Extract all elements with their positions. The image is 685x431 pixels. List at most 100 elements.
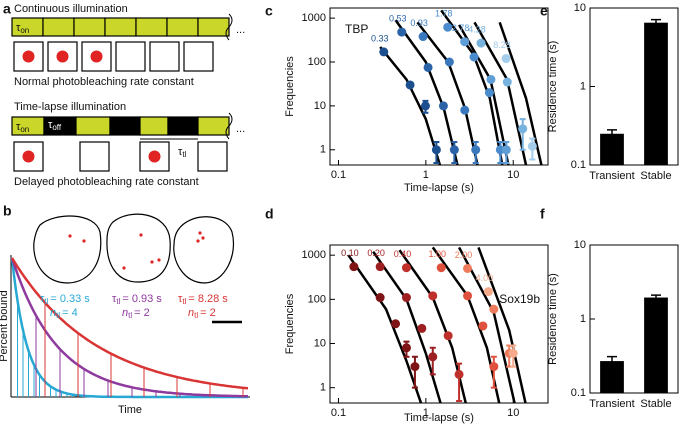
- caption: Delayed photobleaching rate constant: [14, 176, 199, 188]
- data-point: [518, 124, 528, 134]
- decay-curve: [10, 257, 249, 398]
- series-label: 8.28: [493, 40, 511, 50]
- subscript: tl: [44, 297, 48, 306]
- ellipsis: ...: [236, 24, 245, 36]
- fit-curve: [398, 249, 468, 403]
- y-tick-label: 10: [574, 239, 586, 251]
- data-point: [478, 321, 488, 331]
- panel-label: d: [265, 206, 274, 222]
- heading: Time-lapse illumination: [14, 101, 126, 113]
- panel-label: f: [540, 206, 545, 222]
- annotation: Sox19b: [499, 292, 540, 306]
- data-point: [443, 331, 453, 341]
- plot-area: [379, 9, 543, 165]
- value-text: = 8.28 s: [188, 293, 228, 305]
- y-axis-label: Percent bound: [0, 290, 10, 362]
- x-tick-label: Stable: [640, 398, 671, 410]
- series-label: 0.53: [389, 13, 407, 23]
- x-tick-label: Transient: [589, 398, 634, 410]
- series-label: 0.10: [341, 248, 359, 258]
- x-tick-label: 1: [423, 169, 429, 181]
- series-label: 0.93: [410, 18, 428, 28]
- data-point: [375, 262, 385, 272]
- value-text: = 4: [62, 307, 78, 319]
- fit-curve: [416, 21, 479, 165]
- symbol: n: [122, 307, 128, 319]
- tau-text: τtl = 8.28 s: [178, 293, 228, 306]
- symbol: τ: [178, 293, 183, 305]
- data-point: [410, 362, 420, 372]
- data-point: [349, 262, 359, 272]
- plot-frame: [589, 7, 679, 166]
- fit-curve: [394, 19, 459, 165]
- fit-curve: [498, 21, 543, 165]
- caption: Normal photobleaching rate constant: [14, 76, 194, 88]
- fit-curve: [379, 46, 442, 165]
- molecules: [22, 150, 161, 163]
- illumination-strip: [11, 116, 230, 136]
- bar: [644, 22, 668, 165]
- decay-curve: [10, 257, 248, 399]
- error-bar: [607, 355, 617, 367]
- x-tick-label: 1: [423, 407, 429, 419]
- data-point: [401, 343, 411, 353]
- y-tick-label: 10: [314, 337, 326, 349]
- data-point: [401, 293, 411, 303]
- bar: [600, 361, 624, 393]
- fit-curve: [372, 250, 442, 403]
- panel-label: e: [540, 3, 548, 19]
- symbol: τ: [40, 293, 45, 305]
- series-label: 1.78: [435, 9, 453, 19]
- data-point: [527, 141, 537, 151]
- break: [225, 13, 233, 41]
- data-point: [508, 348, 518, 358]
- tau-label: τon: [16, 22, 29, 35]
- data-point: [379, 47, 389, 57]
- data-point: [397, 27, 407, 37]
- data-point: [476, 38, 486, 48]
- y-tick-label: 0.1: [571, 387, 586, 399]
- data-point: [463, 263, 473, 273]
- series-label: 0.33: [371, 33, 389, 43]
- data-point: [418, 32, 428, 42]
- data-point: [460, 37, 470, 47]
- x-tick-label: 10: [507, 407, 519, 419]
- value-text: = 0.93 s: [122, 293, 162, 305]
- data-point: [438, 101, 448, 111]
- series-label: 1.00: [428, 249, 446, 259]
- series-label: 4.28: [468, 24, 486, 34]
- value-text: = 0.33 s: [50, 293, 90, 305]
- plot-frame: [589, 244, 679, 394]
- plot-area: [600, 18, 668, 165]
- subscript: tl: [194, 311, 198, 320]
- y-axis-label: Residence time (s): [547, 273, 559, 365]
- y-tick-label: 100: [308, 293, 326, 305]
- panel-label: c: [265, 3, 273, 19]
- ellipsis: ...: [236, 123, 245, 135]
- illumination-strip: [11, 17, 230, 37]
- data-point: [375, 293, 385, 303]
- x-axis-label: Time: [118, 404, 142, 416]
- data-point: [501, 145, 511, 155]
- y-tick-label: 10: [574, 2, 586, 14]
- x-tick-label: 10: [507, 169, 519, 181]
- data-point: [484, 88, 494, 98]
- y-tick-label: 10: [314, 100, 326, 112]
- tau-text: τtl = 0.93 s: [112, 293, 162, 306]
- plot-area: [600, 294, 668, 393]
- data-point: [501, 54, 511, 64]
- subscript: tl: [116, 297, 120, 306]
- x-axis-label: Time-lapse (s): [404, 412, 474, 424]
- value-text: = 2: [200, 307, 216, 319]
- data-point: [483, 287, 493, 297]
- symbol: n: [188, 307, 194, 319]
- heading: Continuous illumination: [14, 3, 128, 15]
- tau-label: τtl: [178, 146, 187, 159]
- data-point: [417, 323, 427, 333]
- fit-curve: [347, 254, 423, 403]
- y-axis-label: Residence time (s): [547, 41, 559, 133]
- annotation: TBP: [345, 22, 368, 36]
- panel-label: a: [3, 1, 11, 17]
- data-point: [431, 145, 441, 155]
